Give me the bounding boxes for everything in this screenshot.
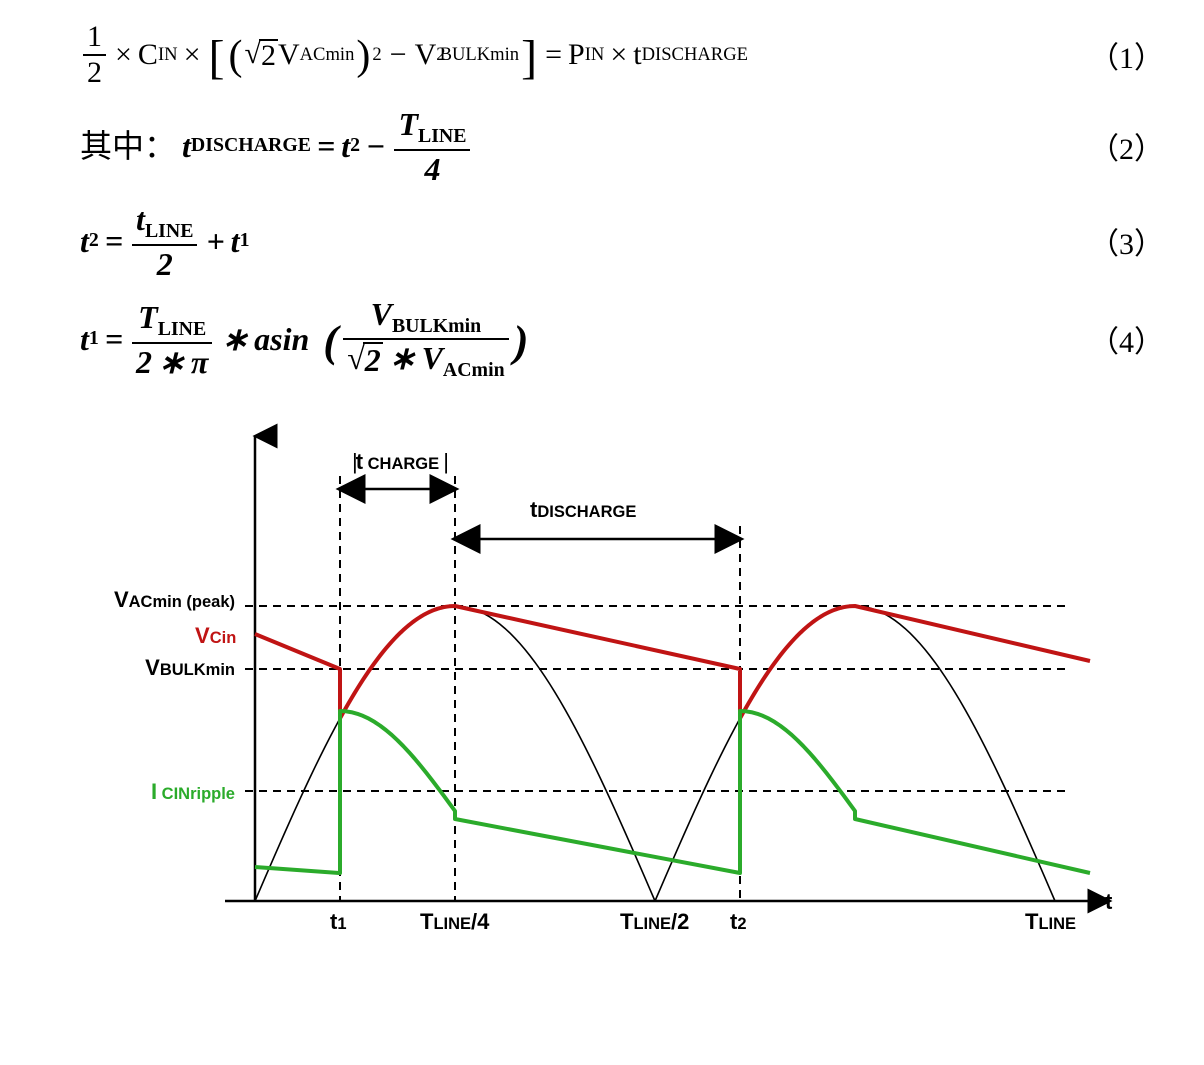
t1-tick-label: t1 bbox=[330, 909, 347, 935]
t-charge-label: |t CHARGE | bbox=[352, 449, 449, 475]
equation-row-1: 1 2 × CIN × [ ( √2 VACmin )2 − V2BULKmin… bbox=[80, 20, 1164, 90]
sqrt2-1: √2 bbox=[244, 39, 277, 71]
v-bulkmin-label: VBULKmin bbox=[145, 655, 235, 681]
fraction-half: 1 2 bbox=[83, 22, 106, 88]
equation-2: 其中： tDISCHARGE = t2 − TLINE 4 bbox=[80, 108, 473, 185]
vbulk-sub: BULKmin bbox=[440, 46, 520, 65]
cin: C bbox=[138, 40, 158, 70]
vac-sub: ACmin bbox=[300, 46, 355, 65]
num: 1 bbox=[83, 22, 106, 52]
tline4-tick-label: TLINE/4 bbox=[420, 909, 489, 935]
equations-block: 1 2 × CIN × [ ( √2 VACmin )2 − V2BULKmin… bbox=[80, 20, 1164, 381]
den: 2 bbox=[83, 58, 106, 88]
pin-sub: IN bbox=[585, 46, 605, 65]
where-label: 其中： bbox=[80, 130, 176, 162]
equation-row-3: t2 = tLINE 2 + t1 （3） bbox=[80, 203, 1164, 280]
chart-svg bbox=[80, 411, 1130, 971]
equation-1: 1 2 × CIN × [ ( √2 VACmin )2 − V2BULKmin… bbox=[80, 22, 748, 88]
v-acmin-peak-label: VACmin (peak) bbox=[114, 587, 235, 613]
v-cin-label: VCin bbox=[195, 623, 236, 649]
page: 1 2 × CIN × [ ( √2 VACmin )2 − V2BULKmin… bbox=[0, 0, 1204, 1065]
equation-row-4: t1 = TLINE 2∗π ∗ asin ( VBULKmin √2∗VACm… bbox=[80, 298, 1164, 382]
i-cinripple-label: I CINripple bbox=[151, 779, 235, 805]
eq-number-1: （1） bbox=[1084, 33, 1164, 77]
tline-tick-label: TLINE bbox=[1025, 909, 1076, 935]
t-axis-label: t bbox=[1105, 889, 1112, 915]
fraction-arg: VBULKmin √2∗VACmin bbox=[343, 298, 508, 382]
eq-number-3: （3） bbox=[1084, 219, 1164, 263]
cin-sub: IN bbox=[158, 46, 178, 65]
eq-number-2: （2） bbox=[1084, 124, 1164, 168]
td-sub: DISCHARGE bbox=[642, 46, 748, 65]
eq-number-4: （4） bbox=[1084, 317, 1164, 361]
fraction-tline2: tLINE 2 bbox=[132, 203, 197, 280]
vac: V bbox=[278, 40, 300, 70]
td: t bbox=[633, 40, 641, 70]
t-discharge-label: tDISCHARGE bbox=[530, 497, 636, 523]
tline2-tick-label: TLINE/2 bbox=[620, 909, 689, 935]
waveform-chart: |t CHARGE | tDISCHARGE VACmin (peak) VCi… bbox=[80, 411, 1130, 971]
equation-row-2: 其中： tDISCHARGE = t2 − TLINE 4 （2） bbox=[80, 108, 1164, 185]
pin: P bbox=[568, 40, 585, 70]
vbulk: V bbox=[415, 40, 437, 70]
equation-3: t2 = tLINE 2 + t1 bbox=[80, 203, 249, 280]
fraction-tline2pi: TLINE 2∗π bbox=[132, 301, 212, 378]
fraction-tline4: TLINE 4 bbox=[394, 108, 470, 185]
equation-4: t1 = TLINE 2∗π ∗ asin ( VBULKmin √2∗VACm… bbox=[80, 298, 531, 382]
t2-tick-label: t2 bbox=[730, 909, 747, 935]
